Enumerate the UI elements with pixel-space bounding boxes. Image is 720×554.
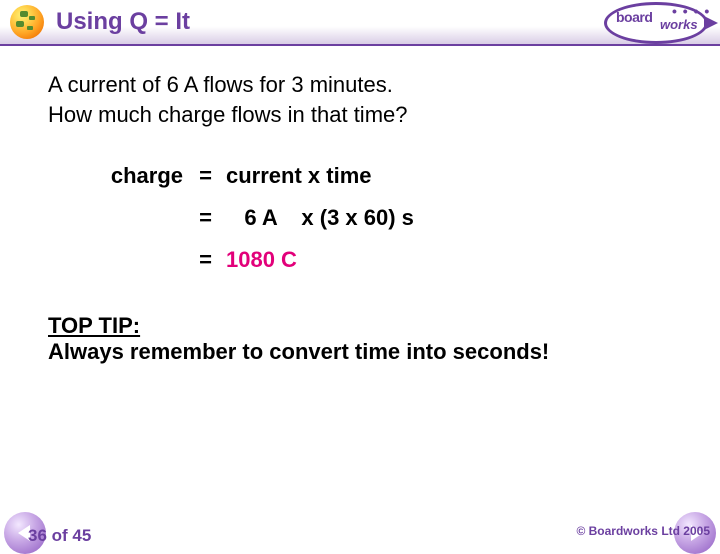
- equals-sign: =: [193, 247, 218, 273]
- equation-substitution-row: = 6 A x (3 x 60) s: [48, 205, 672, 231]
- equation-lhs: charge: [48, 163, 193, 189]
- problem-line-1: A current of 6 A flows for 3 minutes.: [48, 70, 672, 100]
- equals-sign: =: [193, 163, 218, 189]
- footer: 36 of 45 © Boardworks Ltd 2005: [0, 510, 720, 540]
- equation-substitution: 6 A x (3 x 60) s: [218, 205, 414, 231]
- problem-line-2: How much charge flows in that time?: [48, 100, 672, 130]
- tip-text: Always remember to convert time into sec…: [48, 339, 549, 364]
- logo-arrow-icon: [704, 16, 718, 30]
- equation-answer: 1080 C: [218, 247, 297, 273]
- slide-content: A current of 6 A flows for 3 minutes. Ho…: [0, 46, 720, 365]
- equals-sign: =: [193, 205, 218, 231]
- logo-text-board: board: [616, 9, 652, 25]
- globe-icon: [10, 5, 44, 39]
- logo-text-works: works: [660, 17, 698, 32]
- top-tip-block: TOP TIP: Always remember to convert time…: [48, 313, 672, 365]
- problem-statement: A current of 6 A flows for 3 minutes. Ho…: [48, 70, 672, 129]
- equation-formula-row: charge = current x time: [48, 163, 672, 189]
- sub-time-value: x (3 x 60) s: [301, 205, 414, 230]
- sub-current-value: 6 A: [244, 205, 277, 230]
- slide-title: Using Q = It: [56, 8, 190, 36]
- equation-answer-row: = 1080 C: [48, 247, 672, 273]
- equation-block: charge = current x time = 6 A x (3 x 60)…: [48, 163, 672, 273]
- copyright-text: © Boardworks Ltd 2005: [576, 524, 710, 538]
- boardworks-logo: • • • • board works: [604, 0, 714, 48]
- header-bar: Using Q = It • • • • board works: [0, 0, 720, 46]
- tip-label: TOP TIP:: [48, 313, 140, 338]
- page-number: 36 of 45: [28, 526, 91, 546]
- equation-formula: current x time: [218, 163, 372, 189]
